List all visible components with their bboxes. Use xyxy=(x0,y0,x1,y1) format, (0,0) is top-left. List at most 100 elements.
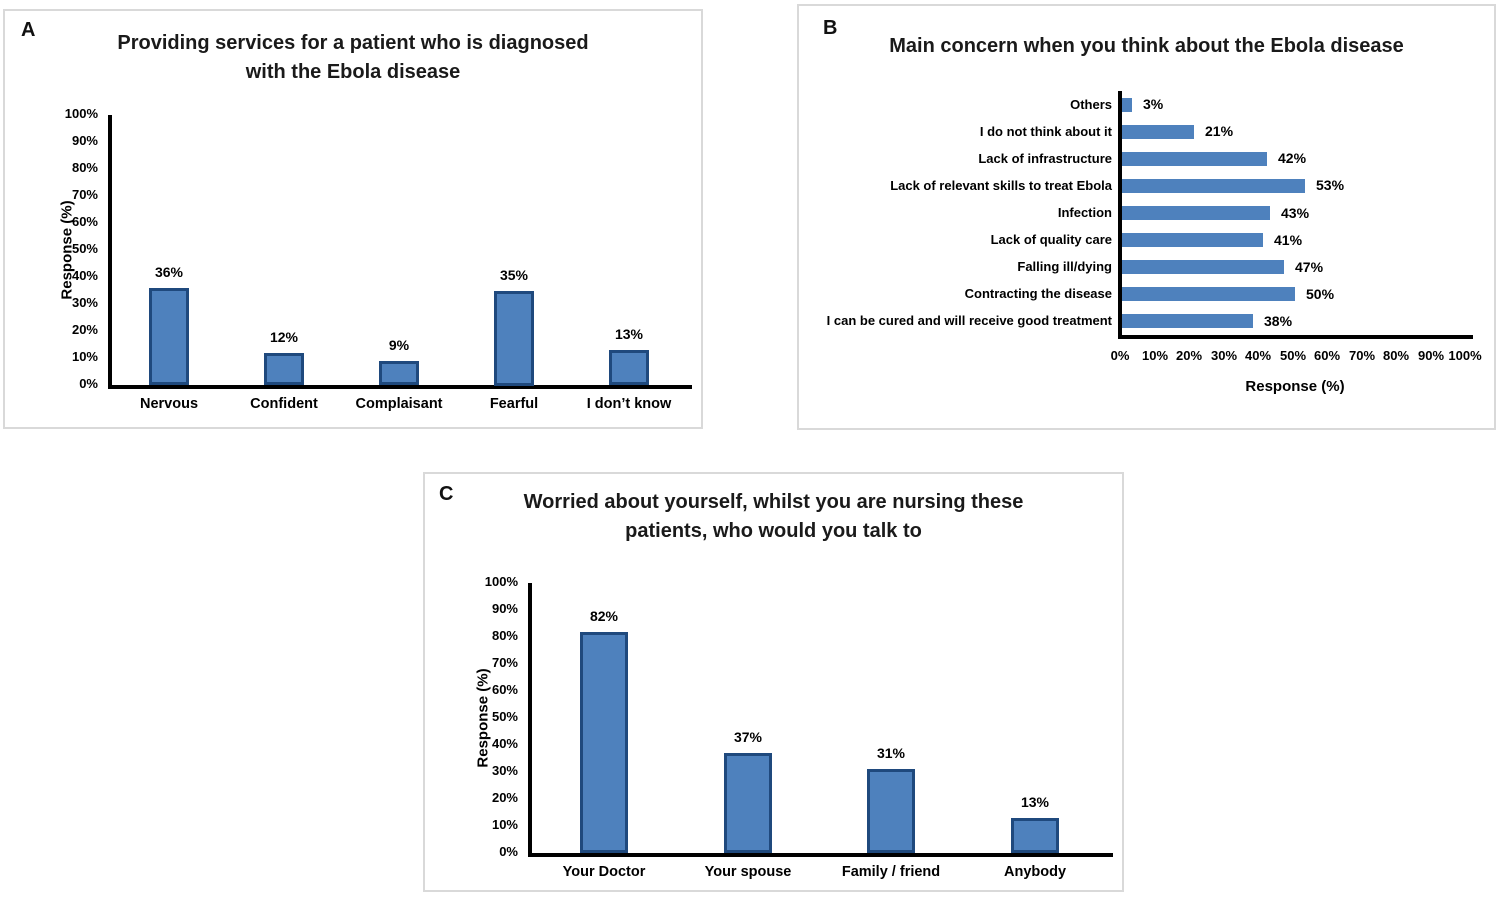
bar-value-label: 21% xyxy=(1205,123,1234,139)
y-axis-title: Response (%) xyxy=(58,200,76,300)
y-axis-line xyxy=(528,583,532,857)
x-tick-label: 0% xyxy=(1110,348,1130,363)
y-tick-label: 40% xyxy=(71,268,98,283)
bar-value-label: 53% xyxy=(1316,177,1345,193)
bar-Complaisant xyxy=(379,361,419,385)
y-tick-label: 70% xyxy=(491,655,518,670)
bar-Others xyxy=(1122,98,1132,112)
bar-value-label: 50% xyxy=(1306,286,1335,302)
bar-value-label: 31% xyxy=(876,745,906,761)
x-tick-label: 30% xyxy=(1210,348,1238,363)
panel-letter-c: C xyxy=(439,483,454,505)
category-label: Confident xyxy=(250,396,318,412)
y-axis-line xyxy=(1118,91,1122,339)
y-tick-label: 20% xyxy=(491,790,518,805)
bar-Nervous xyxy=(149,288,189,385)
bar-value-label: 42% xyxy=(1278,150,1307,166)
bar-Confident xyxy=(264,353,304,385)
bar-Family / friend xyxy=(867,769,915,853)
bar-Fearful xyxy=(494,291,534,386)
bar-Your Doctor xyxy=(580,632,628,853)
bar-Lack of quality care xyxy=(1122,233,1263,247)
category-label: Nervous xyxy=(139,396,199,412)
x-tick-label: 100% xyxy=(1448,348,1482,363)
bar-Infection xyxy=(1122,206,1270,220)
x-axis-line xyxy=(108,385,692,389)
y-tick-label: 80% xyxy=(491,628,518,643)
bar-value-label: 9% xyxy=(388,337,410,353)
bar-Lack of relevant skills to treat Ebola xyxy=(1122,179,1305,193)
x-tick-label: 10% xyxy=(1141,348,1169,363)
category-label: Fearful xyxy=(489,396,539,412)
x-axis-line xyxy=(1118,335,1473,339)
category-label: I don’t know xyxy=(586,396,672,412)
category-label: Contracting the disease xyxy=(964,286,1112,301)
bar-value-label: 35% xyxy=(499,267,529,283)
y-tick-label: 0% xyxy=(499,844,518,859)
bar-value-label: 41% xyxy=(1274,232,1303,248)
bar-value-label: 13% xyxy=(1020,794,1050,810)
chart-a-title: Providing services for a patient who is … xyxy=(117,32,589,83)
y-tick-label: 90% xyxy=(71,133,98,148)
y-tick-label: 40% xyxy=(491,736,518,751)
x-tick-label: 40% xyxy=(1244,348,1272,363)
bar-Your spouse xyxy=(724,753,772,853)
category-label: Infection xyxy=(1057,205,1112,220)
y-tick-label: 100% xyxy=(64,106,98,121)
panel-letter-b: B xyxy=(823,17,838,39)
category-label: Family / friend xyxy=(841,864,941,880)
x-tick-label: 70% xyxy=(1348,348,1376,363)
y-tick-label: 90% xyxy=(491,601,518,616)
x-axis-line xyxy=(528,853,1113,857)
y-tick-label: 50% xyxy=(71,241,98,256)
y-tick-label: 60% xyxy=(71,214,98,229)
x-tick-label: 60% xyxy=(1313,348,1341,363)
category-label: Anybody xyxy=(1003,864,1067,880)
x-tick-label: 20% xyxy=(1175,348,1203,363)
bar-value-label: 47% xyxy=(1295,259,1324,275)
y-tick-label: 60% xyxy=(491,682,518,697)
category-label: I do not think about it xyxy=(979,124,1112,139)
y-tick-label: 70% xyxy=(71,187,98,202)
chart-c-title: Worried about yourself, whilst you are n… xyxy=(523,491,1024,542)
panel-chart-c: C Worried about yourself, whilst you are… xyxy=(423,472,1124,892)
bar-Lack of infrastructure xyxy=(1122,152,1267,166)
bar-Contracting the disease xyxy=(1122,287,1295,301)
category-label: Others xyxy=(1070,97,1112,112)
y-tick-label: 0% xyxy=(79,376,98,391)
bar-Falling ill/dying xyxy=(1122,260,1284,274)
y-tick-label: 30% xyxy=(491,763,518,778)
y-tick-label: 100% xyxy=(484,574,518,589)
y-tick-label: 20% xyxy=(71,322,98,337)
bar-value-label: 38% xyxy=(1264,313,1293,329)
bar-value-label: 13% xyxy=(614,326,644,342)
y-axis-title: Response (%) xyxy=(474,668,492,768)
y-tick-label: 80% xyxy=(71,160,98,175)
bar-Anybody xyxy=(1011,818,1059,853)
y-tick-label: 30% xyxy=(71,295,98,310)
category-label: I can be cured and will receive good tre… xyxy=(826,313,1112,328)
category-label: Your Doctor xyxy=(562,864,646,880)
panel-chart-b: B Main concern when you think about the … xyxy=(797,4,1496,430)
y-tick-label: 10% xyxy=(71,349,98,364)
bar-I do not think about it xyxy=(1122,125,1194,139)
y-tick-label: 50% xyxy=(491,709,518,724)
category-label: Falling ill/dying xyxy=(1017,259,1112,274)
x-tick-label: 90% xyxy=(1417,348,1445,363)
chart-b-title: Main concern when you think about the Eb… xyxy=(889,35,1404,57)
bar-value-label: 3% xyxy=(1143,96,1164,112)
bar-value-label: 36% xyxy=(154,264,184,280)
y-tick-label: 10% xyxy=(491,817,518,832)
bar-I don’t know xyxy=(609,350,649,385)
bar-value-label: 82% xyxy=(589,608,619,624)
x-tick-label: 80% xyxy=(1382,348,1410,363)
panel-chart-a: A Providing services for a patient who i… xyxy=(3,9,703,429)
bar-value-label: 37% xyxy=(733,729,763,745)
category-label: Lack of relevant skills to treat Ebola xyxy=(890,178,1112,193)
x-tick-label: 50% xyxy=(1279,348,1307,363)
category-label: Lack of infrastructure xyxy=(978,151,1112,166)
category-label: Complaisant xyxy=(355,396,443,412)
y-axis-line xyxy=(108,115,112,389)
bar-I can be cured and will receive good treatment xyxy=(1122,314,1253,328)
